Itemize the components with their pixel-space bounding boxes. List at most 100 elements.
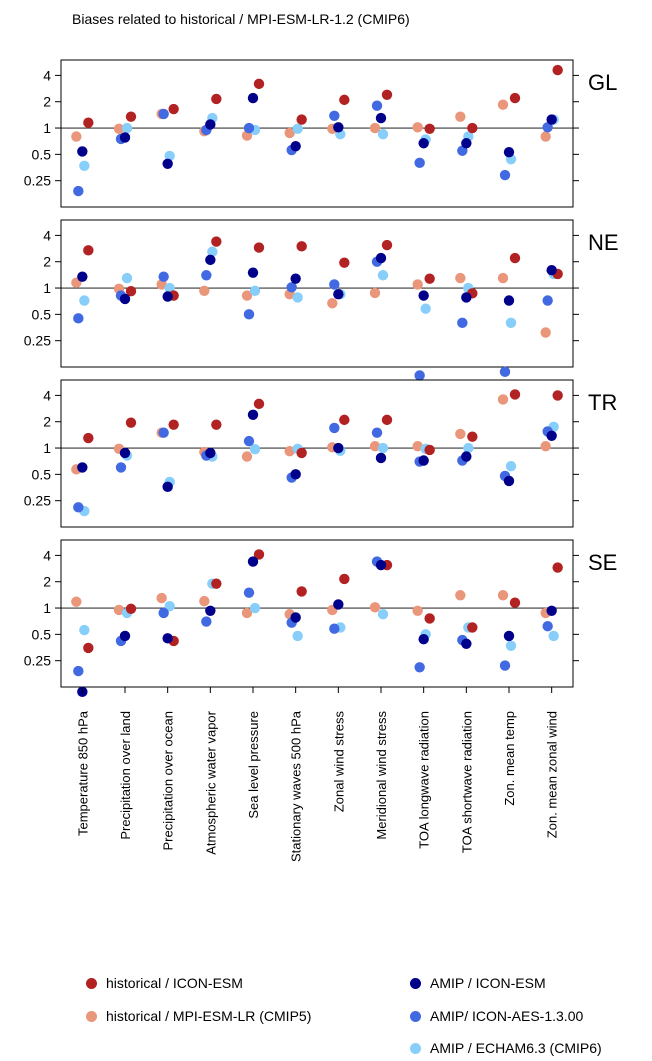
data-point-gl-10: [503, 146, 515, 158]
data-point-gl-2: [158, 108, 169, 120]
data-point-ne-4: [241, 290, 253, 301]
data-point-gl-1: [119, 132, 131, 143]
y-tick-label: 2: [43, 254, 51, 270]
data-point-gl-5: [296, 114, 307, 125]
data-point-ne-7: [377, 270, 389, 281]
data-point-tr-4: [241, 451, 253, 462]
legend-marker-historical-icon-esm: [86, 977, 97, 989]
data-point-ne-10: [505, 317, 517, 329]
data-point-ne-8: [420, 303, 431, 314]
legend-label: historical / MPI-ESM-LR (CMIP5): [106, 1008, 312, 1024]
data-point-ne-0: [73, 313, 84, 324]
legend-label: AMIP / ECHAM6.3 (CMIP6): [430, 1040, 602, 1056]
data-point-se-10: [505, 640, 517, 651]
data-point-tr-2: [158, 427, 169, 438]
data-point-gl-8: [412, 122, 423, 133]
data-point-ne-6: [327, 298, 338, 309]
data-point-gl-10: [509, 92, 521, 104]
y-tick-label: 0.25: [24, 493, 51, 509]
data-point-gl-10: [499, 169, 511, 181]
y-tick-label: 2: [43, 414, 51, 430]
data-point-se-0: [71, 596, 82, 607]
data-point-gl-4: [247, 92, 259, 104]
data-point-tr-1: [125, 417, 137, 428]
data-point-ne-2: [156, 279, 167, 290]
data-point-se-5: [290, 612, 301, 623]
data-point-ne-4: [243, 309, 255, 320]
data-point-tr-7: [377, 442, 389, 454]
legend-item-historical-mpi-esm-lr: historical / MPI-ESM-LR (CMIP5): [86, 1008, 311, 1024]
data-point-se-8: [418, 634, 429, 645]
data-point-tr-9: [461, 451, 472, 462]
data-point-se-0: [83, 642, 94, 654]
data-point-se-10: [509, 597, 521, 608]
data-point-se-4: [249, 602, 261, 614]
data-point-gl-9: [461, 138, 472, 149]
data-point-se-11: [542, 620, 553, 632]
data-point-tr-10: [505, 460, 517, 472]
data-point-se-0: [79, 624, 90, 636]
x-tick-label: Stationary waves 500 hPa: [289, 710, 304, 862]
data-point-ne-11: [540, 327, 551, 338]
data-point-ne-10: [497, 272, 509, 284]
panel-frame-se: [60, 539, 574, 688]
data-point-tr-9: [463, 442, 474, 454]
legend-marker-amip-icon-esm: [410, 977, 421, 989]
x-tick-label: Atmospheric water vapor: [203, 710, 218, 854]
data-point-se-3: [201, 616, 212, 627]
data-point-se-6: [329, 623, 340, 634]
data-point-tr-6: [329, 422, 340, 434]
data-point-tr-3: [205, 447, 216, 459]
legend-label: historical / ICON-ESM: [106, 975, 243, 991]
data-point-tr-0: [77, 462, 88, 473]
data-point-ne-10: [503, 295, 515, 306]
data-point-ne-8: [418, 290, 429, 301]
data-point-gl-8: [418, 138, 429, 149]
data-point-gl-11: [546, 114, 557, 125]
data-point-tr-0: [73, 502, 84, 513]
data-point-gl-7: [377, 129, 389, 140]
panel-label-tr: TR: [588, 390, 617, 415]
data-point-se-6: [333, 599, 344, 610]
data-point-ne-8: [414, 370, 425, 381]
data-point-gl-2: [164, 150, 175, 162]
y-tick-label: 0.5: [32, 626, 52, 642]
data-point-ne-3: [207, 246, 218, 257]
data-point-se-10: [497, 590, 509, 601]
legend-item-historical-icon-esm: historical / ICON-ESM: [86, 975, 243, 991]
data-point-ne-2: [158, 271, 169, 282]
data-point-gl-3: [205, 119, 216, 130]
data-point-ne-1: [121, 272, 133, 284]
panel-label-ne: NE: [588, 230, 619, 255]
data-point-gl-11: [552, 64, 563, 76]
data-point-se-8: [412, 605, 423, 616]
data-point-tr-11: [546, 430, 557, 442]
data-point-ne-1: [119, 293, 131, 305]
data-point-se-4: [241, 607, 253, 619]
data-point-ne-7: [375, 252, 387, 264]
data-point-ne-3: [205, 254, 216, 266]
data-point-gl-0: [79, 160, 90, 171]
data-point-gl-7: [375, 112, 387, 124]
data-point-tr-2: [168, 419, 179, 430]
data-point-gl-1: [113, 123, 125, 135]
x-tick-label: Precipitation over ocean: [161, 711, 176, 850]
data-point-se-9: [455, 590, 466, 601]
data-point-tr-7: [375, 452, 387, 464]
y-tick-label: 4: [43, 227, 51, 243]
data-point-se-3: [199, 595, 210, 607]
data-point-se-1: [125, 603, 137, 615]
data-point-ne-8: [412, 279, 423, 290]
data-point-tr-10: [497, 394, 509, 405]
data-point-ne-9: [461, 292, 472, 303]
x-tick-label: Zon. mean temp: [502, 711, 517, 806]
x-tick-label: Zonal wind stress: [331, 711, 346, 813]
data-point-se-6: [339, 573, 350, 585]
y-tick-label: 1: [43, 280, 51, 296]
data-point-se-2: [158, 607, 169, 619]
data-point-gl-8: [424, 123, 435, 135]
data-point-se-11: [548, 630, 559, 642]
data-point-gl-9: [455, 111, 466, 122]
y-tick-label: 1: [43, 440, 51, 456]
